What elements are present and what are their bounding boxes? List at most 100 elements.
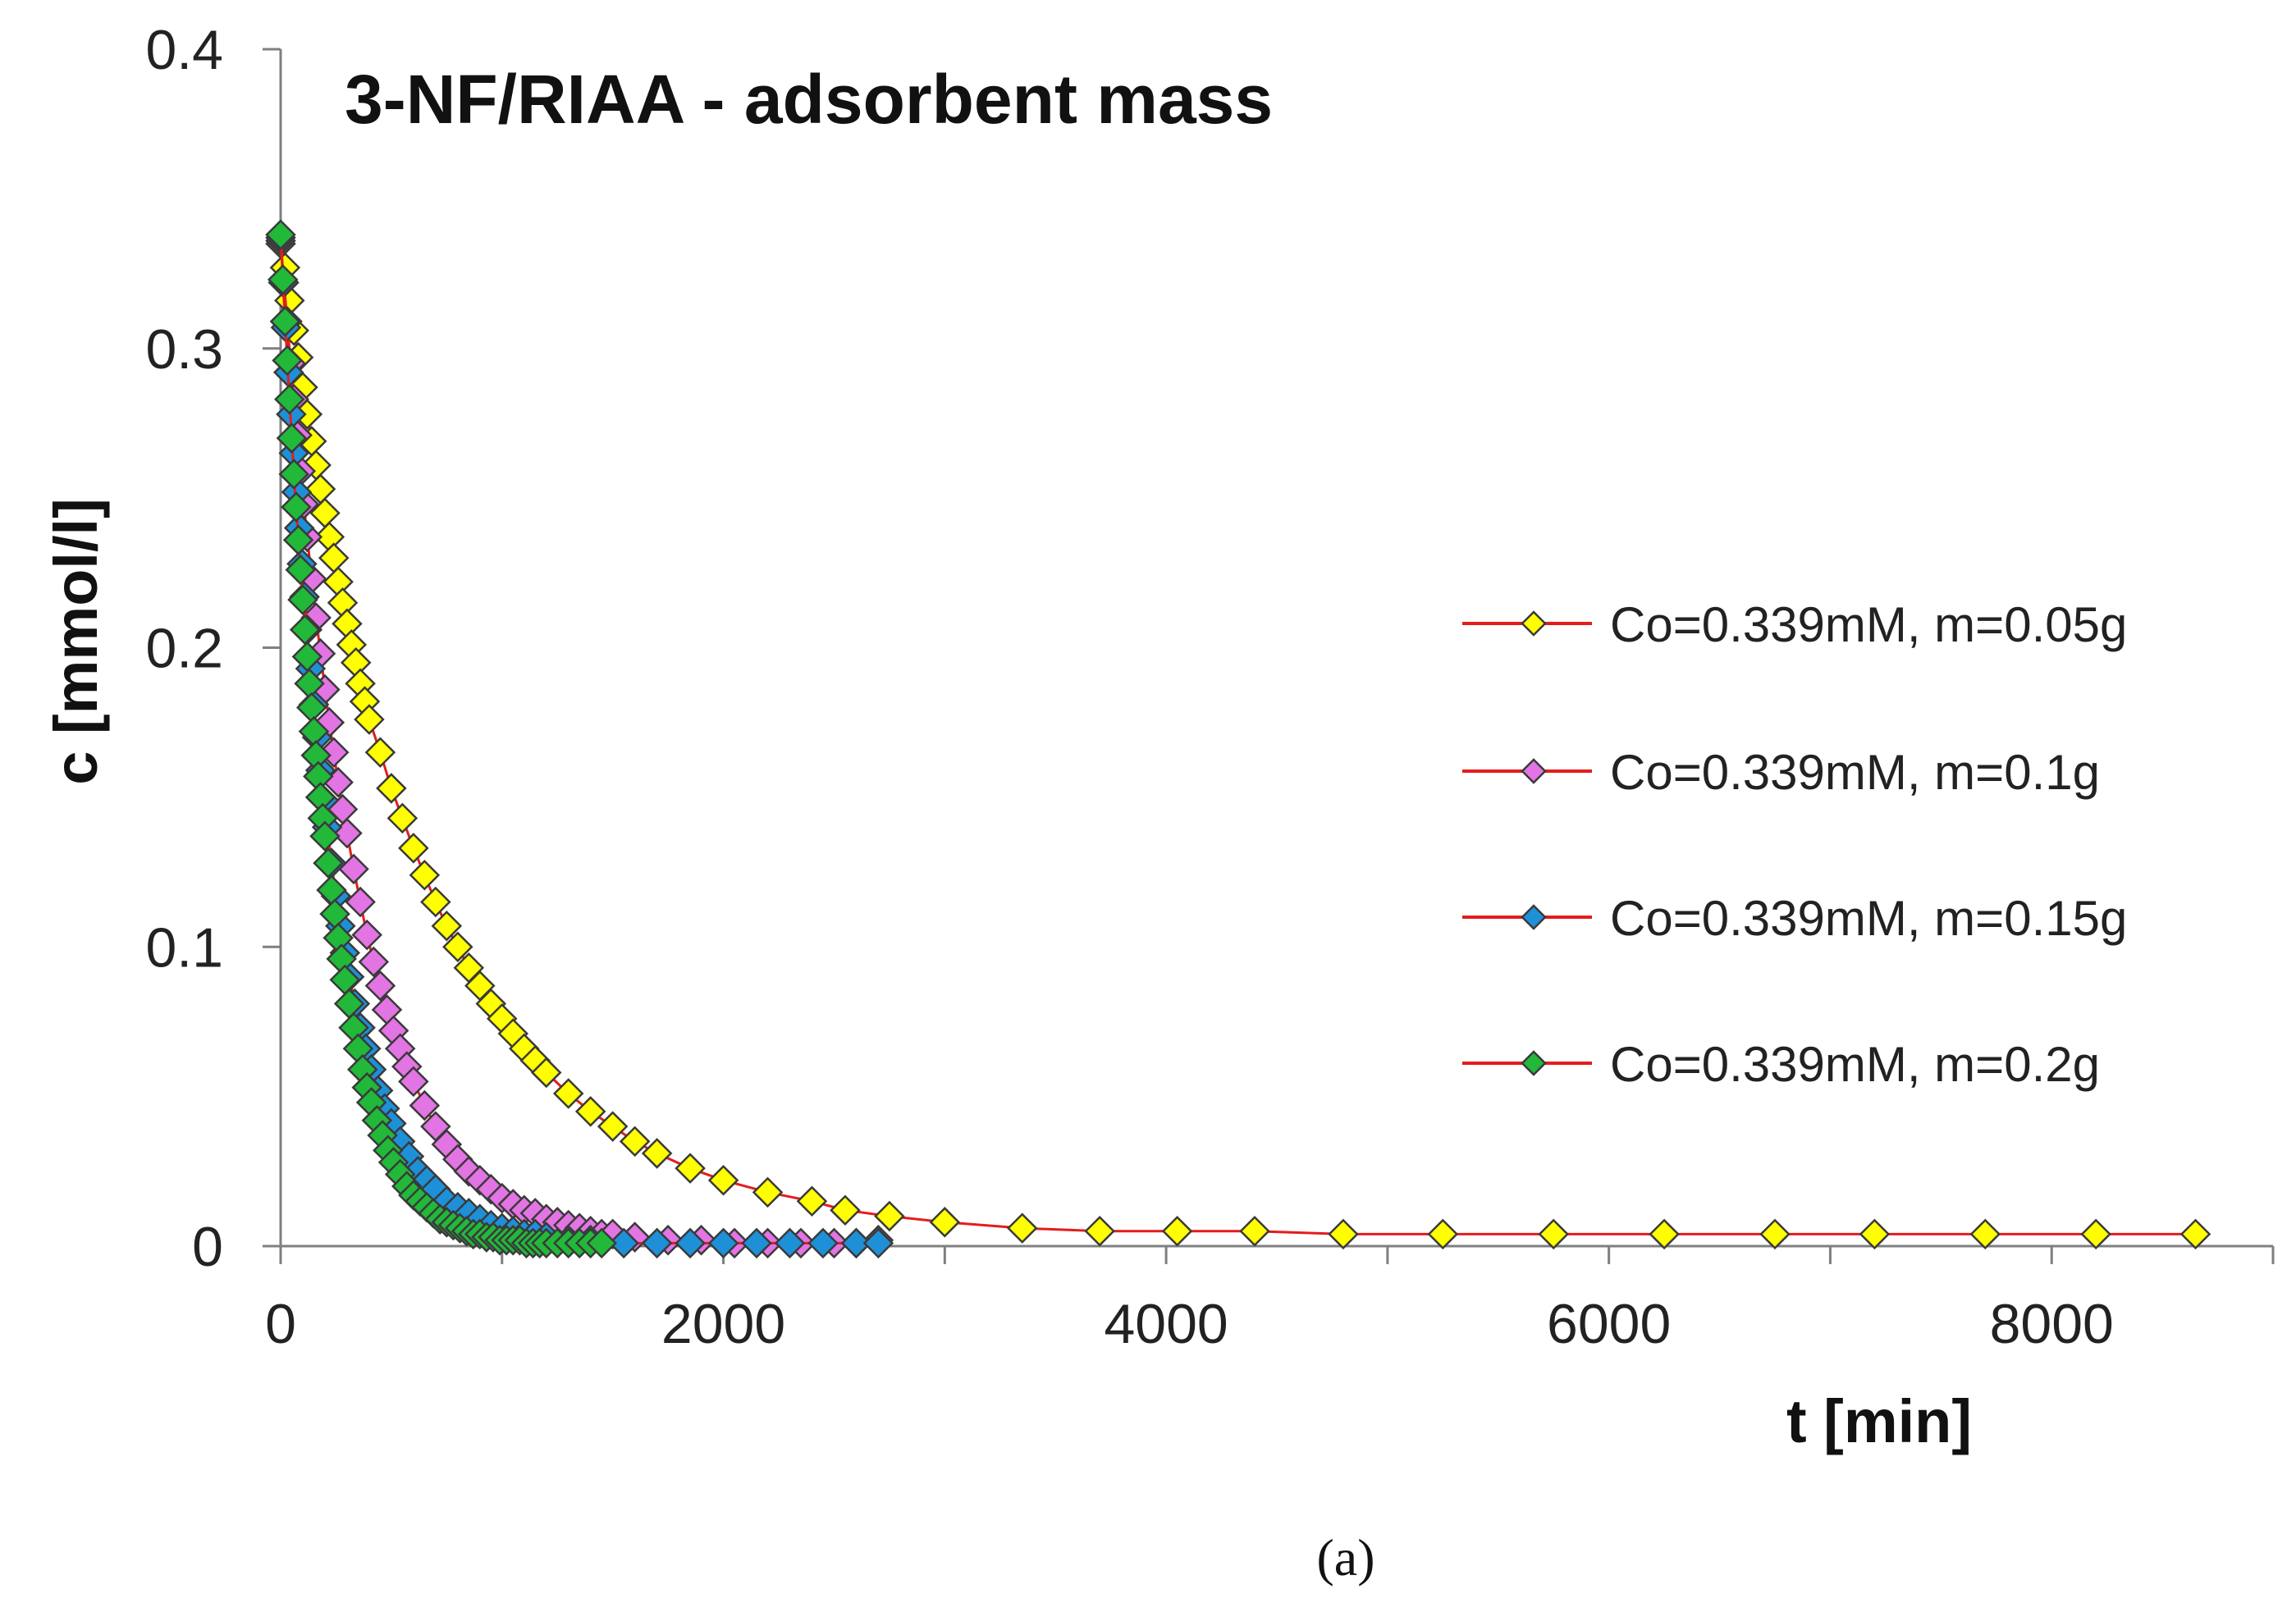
- data-point: [1538, 1218, 1569, 1250]
- data-point: [675, 1227, 706, 1259]
- data-point: [332, 608, 363, 640]
- legend-marker: [1521, 904, 1547, 930]
- data-point: [1328, 1218, 1359, 1250]
- data-point: [358, 946, 390, 978]
- data-point: [281, 491, 312, 523]
- data-point: [1969, 1218, 2001, 1250]
- legend: Co=0.339mM, m=0.05g Co=0.339mM, m=0.1g Co=…: [1462, 597, 2127, 1092]
- data-point: [641, 1138, 673, 1169]
- data-point: [364, 970, 396, 1002]
- legend-label: Co=0.339mM, m=0.15g: [1610, 891, 2127, 946]
- y-tick-label: 0.2: [145, 618, 223, 680]
- y-tick-label: 0.1: [145, 916, 223, 979]
- data-point: [322, 566, 354, 598]
- data-point: [874, 1200, 905, 1232]
- labels-layer: 0 0.1 0.2 0.3 0.4 0 2000 4000 6000 8000 t [min] c […: [42, 19, 2114, 1587]
- data-point: [530, 1057, 562, 1089]
- data-point: [597, 1111, 629, 1142]
- x-axis-title: t [min]: [1786, 1387, 1972, 1455]
- data-point: [1006, 1212, 1038, 1244]
- data-point: [2179, 1218, 2211, 1250]
- data-point: [442, 931, 473, 963]
- legend-item: Co=0.339mM, m=0.2g: [1462, 1037, 2100, 1092]
- data-point: [1759, 1218, 1791, 1250]
- data-point: [552, 1078, 584, 1109]
- legend-marker: [1521, 610, 1547, 637]
- data-point: [1084, 1215, 1115, 1247]
- data-point: [364, 737, 396, 768]
- legend-item: Co=0.339mM, m=0.15g: [1462, 891, 2127, 946]
- figure-caption: (a): [1316, 1528, 1374, 1587]
- data-point: [707, 1164, 739, 1196]
- data-point: [1649, 1218, 1680, 1250]
- data-point: [338, 853, 369, 885]
- legend-marker: [1521, 758, 1547, 784]
- data-point: [1859, 1218, 1891, 1250]
- data-point: [398, 1066, 429, 1098]
- data-point: [929, 1207, 961, 1238]
- legend-item: Co=0.339mM, m=0.05g: [1462, 597, 2127, 652]
- data-point: [840, 1227, 872, 1259]
- data-point: [351, 919, 382, 951]
- y-tick-label: 0.4: [145, 19, 223, 81]
- data-point: [1239, 1215, 1270, 1247]
- data-point: [318, 542, 350, 573]
- series-layer: [265, 219, 2211, 1259]
- data-point: [586, 1227, 617, 1259]
- data-point: [265, 219, 296, 250]
- data-point: [276, 422, 308, 454]
- data-point: [285, 554, 317, 586]
- x-tick-label: 4000: [1104, 1293, 1228, 1355]
- data-point: [267, 264, 299, 295]
- data-point: [282, 524, 314, 555]
- data-point: [641, 1227, 673, 1259]
- series-4: [265, 219, 617, 1259]
- data-point: [796, 1185, 828, 1217]
- data-point: [409, 1089, 441, 1121]
- data-point: [431, 910, 463, 942]
- data-point: [774, 1227, 806, 1259]
- legend-label: Co=0.339mM, m=0.2g: [1610, 1037, 2100, 1092]
- data-point: [269, 306, 301, 337]
- series-1: [265, 228, 2211, 1250]
- data-point: [274, 383, 305, 415]
- data-point: [278, 459, 309, 490]
- legend-label: Co=0.339mM, m=0.1g: [1610, 745, 2100, 800]
- data-point: [619, 1126, 651, 1158]
- data-point: [420, 886, 451, 918]
- data-point: [608, 1227, 639, 1259]
- x-tick-label: 0: [265, 1293, 296, 1355]
- data-point: [386, 802, 418, 834]
- data-point: [574, 1096, 606, 1127]
- data-point: [313, 847, 344, 879]
- y-tick-label: 0: [192, 1216, 223, 1278]
- data-point: [741, 1227, 772, 1259]
- data-point: [752, 1176, 784, 1208]
- x-tick-label: 6000: [1547, 1293, 1671, 1355]
- data-point: [287, 584, 318, 615]
- data-point: [862, 1227, 894, 1259]
- data-point: [309, 820, 341, 852]
- data-point: [1161, 1215, 1193, 1247]
- data-point: [376, 773, 407, 804]
- data-point: [675, 1153, 706, 1184]
- y-axis-title: c [mmol/l]: [42, 498, 110, 784]
- data-point: [354, 704, 385, 735]
- data-point: [2080, 1218, 2111, 1250]
- legend-label: Co=0.339mM, m=0.05g: [1610, 597, 2127, 652]
- data-point: [272, 345, 303, 377]
- x-tick-label: 8000: [1990, 1293, 2114, 1355]
- data-point: [830, 1194, 861, 1226]
- data-point: [1427, 1218, 1459, 1250]
- data-point: [327, 587, 359, 619]
- data-point: [807, 1227, 839, 1259]
- legend-marker: [1521, 1050, 1547, 1076]
- chart-title: 3-NF/RIAA - adsorbent mass: [345, 61, 1273, 138]
- data-point: [398, 833, 429, 864]
- x-tick-label: 2000: [661, 1293, 785, 1355]
- y-tick-label: 0.3: [145, 318, 223, 381]
- data-point: [345, 886, 376, 918]
- legend-item: Co=0.339mM, m=0.1g: [1462, 745, 2100, 800]
